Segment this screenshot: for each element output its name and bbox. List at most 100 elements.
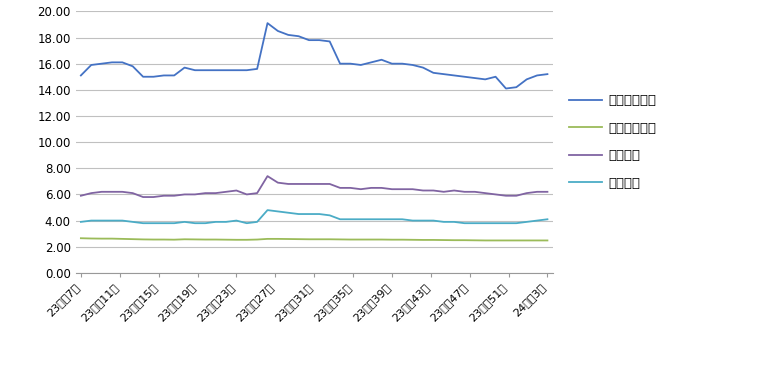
猪粮比价 (326, 182, 335, 186)
猪料比价 (501, 221, 510, 226)
猪料比价 (522, 219, 531, 224)
生猪出场价格 (543, 72, 552, 77)
猪料比价 (118, 218, 127, 223)
猪料比价 (315, 212, 324, 216)
玉米购进价格 (419, 238, 428, 242)
猪粮比价 (315, 182, 324, 186)
玉米购进价格 (388, 237, 397, 242)
玉米购进价格 (397, 237, 407, 242)
生猪出场价格 (139, 74, 148, 79)
猪粮比价 (388, 187, 397, 191)
生猪出场价格 (439, 72, 448, 77)
猪粮比价 (201, 191, 210, 196)
生猪出场价格 (491, 74, 500, 79)
猪料比价 (388, 217, 397, 222)
玉米购进价格 (481, 238, 490, 243)
猪料比价 (253, 219, 262, 224)
猪粮比价 (253, 191, 262, 196)
猪料比价 (232, 218, 241, 223)
猪粮比价 (76, 193, 86, 198)
玉米购进价格 (107, 236, 117, 241)
生猪出场价格 (263, 21, 272, 25)
玉米购进价格 (87, 236, 96, 241)
猪粮比价 (222, 190, 231, 194)
生猪出场价格 (284, 33, 293, 37)
玉米购进价格 (232, 238, 241, 242)
玉米购进价格 (428, 238, 438, 242)
猪粮比价 (284, 182, 293, 186)
猪料比价 (149, 221, 158, 226)
猪料比价 (304, 212, 313, 216)
玉米购进价格 (180, 237, 189, 241)
生猪出场价格 (253, 67, 262, 71)
生猪出场价格 (232, 68, 241, 72)
猪料比价 (543, 217, 552, 222)
生猪出场价格 (377, 58, 386, 62)
猪粮比价 (273, 180, 282, 185)
玉米购进价格 (253, 237, 262, 242)
生猪出场价格 (273, 29, 282, 33)
生猪出场价格 (294, 34, 303, 39)
猪粮比价 (439, 190, 448, 194)
猪粮比价 (408, 187, 417, 191)
玉米购进价格 (304, 237, 313, 241)
生猪出场价格 (149, 74, 158, 79)
生猪出场价格 (304, 38, 313, 42)
生猪出场价格 (501, 86, 510, 91)
猪粮比价 (491, 192, 500, 197)
猪料比价 (107, 218, 117, 223)
猪料比价 (159, 221, 168, 226)
玉米购进价格 (118, 236, 127, 241)
生猪出场价格 (532, 73, 541, 78)
玉米购进价格 (159, 237, 168, 242)
生猪出场价格 (428, 70, 438, 75)
玉米购进价格 (149, 237, 158, 242)
猪料比价 (294, 212, 303, 216)
Line: 猪料比价: 猪料比价 (81, 210, 547, 223)
生猪出场价格 (222, 68, 231, 72)
猪料比价 (76, 219, 86, 224)
猪料比价 (397, 217, 407, 222)
猪粮比价 (357, 187, 366, 191)
猪粮比价 (180, 192, 189, 197)
生猪出场价格 (191, 68, 200, 72)
生猪出场价格 (512, 85, 521, 89)
玉米购进价格 (211, 237, 220, 242)
玉米购进价格 (470, 238, 479, 243)
玉米购进价格 (335, 237, 344, 242)
生猪出场价格 (419, 65, 428, 70)
猪粮比价 (419, 188, 428, 193)
猪料比价 (481, 221, 490, 226)
生猪出场价格 (107, 60, 117, 65)
猪粮比价 (139, 195, 148, 199)
猪粮比价 (87, 191, 96, 196)
玉米购进价格 (460, 238, 469, 243)
猪料比价 (419, 218, 428, 223)
生猪出场价格 (326, 39, 335, 44)
猪粮比价 (170, 193, 179, 198)
玉米购进价格 (191, 237, 200, 242)
生猪出场价格 (315, 38, 324, 42)
生猪出场价格 (242, 68, 251, 72)
猪料比价 (335, 217, 344, 222)
生猪出场价格 (470, 76, 479, 80)
生猪出场价格 (159, 73, 168, 78)
猪料比价 (139, 221, 148, 226)
猪粮比价 (366, 186, 375, 190)
生猪出场价格 (128, 64, 137, 69)
猪粮比价 (335, 186, 344, 190)
玉米购进价格 (408, 238, 417, 242)
生猪出场价格 (346, 61, 355, 66)
生猪出场价格 (180, 65, 189, 70)
猪粮比价 (304, 182, 313, 186)
玉米购进价格 (532, 238, 541, 243)
猪粮比价 (397, 187, 407, 191)
猪料比价 (491, 221, 500, 226)
生猪出场价格 (366, 60, 375, 65)
猪料比价 (170, 221, 179, 226)
猪粮比价 (481, 191, 490, 196)
Legend: 生猪出场价格, 玉米购进价格, 猪粮比价, 猪料比价: 生猪出场价格, 玉米购进价格, 猪粮比价, 猪料比价 (564, 89, 662, 195)
猪粮比价 (428, 188, 438, 193)
玉米购进价格 (139, 237, 148, 242)
猪粮比价 (512, 193, 521, 198)
